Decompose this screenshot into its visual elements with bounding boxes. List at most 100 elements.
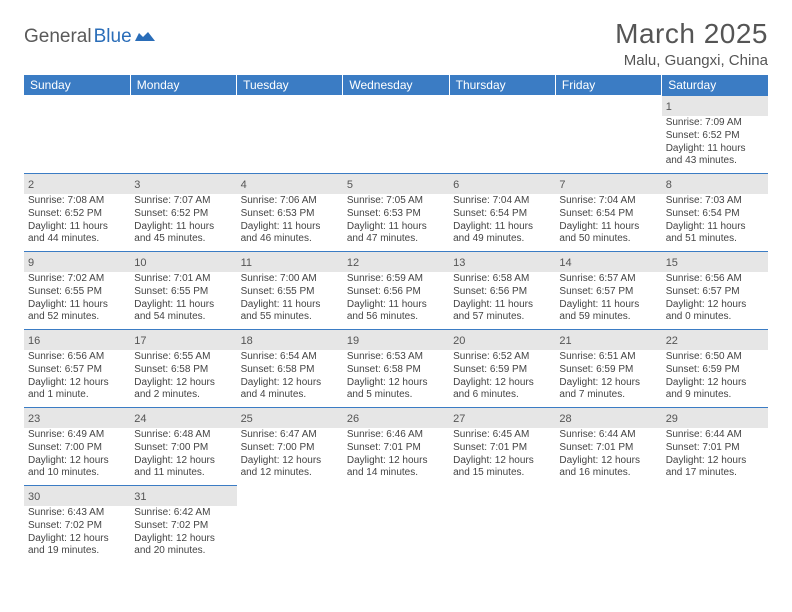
day-number: 29 bbox=[666, 413, 678, 425]
weekday-header-row: Sunday Monday Tuesday Wednesday Thursday… bbox=[24, 75, 768, 95]
day-info: Sunrise: 7:04 AMSunset: 6:54 PMDaylight:… bbox=[559, 195, 657, 246]
calendar-body: 1Sunrise: 7:09 AMSunset: 6:52 PMDaylight… bbox=[24, 95, 768, 563]
info-line: Daylight: 11 hours bbox=[666, 221, 764, 234]
day-info: Sunrise: 7:00 AMSunset: 6:55 PMDaylight:… bbox=[241, 273, 339, 324]
info-line: and 5 minutes. bbox=[347, 389, 445, 402]
weekday-header: Monday bbox=[130, 75, 236, 95]
day-number: 28 bbox=[559, 413, 571, 425]
info-line: Sunset: 6:57 PM bbox=[666, 286, 764, 299]
day-number: 7 bbox=[559, 179, 565, 191]
info-line: and 10 minutes. bbox=[28, 467, 126, 480]
info-line: Sunset: 6:53 PM bbox=[347, 208, 445, 221]
info-line: and 6 minutes. bbox=[453, 389, 551, 402]
info-line: Daylight: 12 hours bbox=[453, 455, 551, 468]
info-line: Sunset: 6:57 PM bbox=[559, 286, 657, 299]
calendar-day-cell: 6Sunrise: 7:04 AMSunset: 6:54 PMDaylight… bbox=[449, 173, 555, 251]
info-line: Daylight: 11 hours bbox=[28, 299, 126, 312]
calendar-day-cell bbox=[24, 95, 130, 173]
info-line: Sunset: 7:00 PM bbox=[134, 442, 232, 455]
info-line: Sunrise: 6:47 AM bbox=[241, 429, 339, 442]
info-line: Sunset: 6:56 PM bbox=[453, 286, 551, 299]
info-line: Sunrise: 6:51 AM bbox=[559, 351, 657, 364]
info-line: Sunrise: 6:56 AM bbox=[28, 351, 126, 364]
calendar-day-cell: 27Sunrise: 6:45 AMSunset: 7:01 PMDayligh… bbox=[449, 407, 555, 485]
calendar-day-cell: 21Sunrise: 6:51 AMSunset: 6:59 PMDayligh… bbox=[555, 329, 661, 407]
info-line: and 15 minutes. bbox=[453, 467, 551, 480]
info-line: Daylight: 11 hours bbox=[347, 299, 445, 312]
info-line: and 4 minutes. bbox=[241, 389, 339, 402]
day-info: Sunrise: 6:43 AMSunset: 7:02 PMDaylight:… bbox=[28, 507, 126, 558]
day-info: Sunrise: 7:09 AMSunset: 6:52 PMDaylight:… bbox=[666, 117, 764, 168]
info-line: Sunrise: 6:43 AM bbox=[28, 507, 126, 520]
day-number: 22 bbox=[666, 335, 678, 347]
weekday-header: Thursday bbox=[449, 75, 555, 95]
info-line: Sunset: 7:01 PM bbox=[453, 442, 551, 455]
day-info: Sunrise: 6:57 AMSunset: 6:57 PMDaylight:… bbox=[559, 273, 657, 324]
info-line: and 52 minutes. bbox=[28, 311, 126, 324]
info-line: Daylight: 12 hours bbox=[559, 455, 657, 468]
info-line: Sunrise: 7:09 AM bbox=[666, 117, 764, 130]
day-info: Sunrise: 6:49 AMSunset: 7:00 PMDaylight:… bbox=[28, 429, 126, 480]
info-line: Sunrise: 6:42 AM bbox=[134, 507, 232, 520]
calendar-day-cell: 12Sunrise: 6:59 AMSunset: 6:56 PMDayligh… bbox=[343, 251, 449, 329]
calendar-day-cell: 7 Sunrise: 7:04 AMSunset: 6:54 PMDaylight… bbox=[555, 173, 661, 251]
info-line: and 50 minutes. bbox=[559, 233, 657, 246]
info-line: and 46 minutes. bbox=[241, 233, 339, 246]
info-line: and 49 minutes. bbox=[453, 233, 551, 246]
info-line: Sunrise: 6:44 AM bbox=[559, 429, 657, 442]
info-line: and 16 minutes. bbox=[559, 467, 657, 480]
info-line: Sunrise: 6:56 AM bbox=[666, 273, 764, 286]
calendar-week-row: 1Sunrise: 7:09 AMSunset: 6:52 PMDaylight… bbox=[24, 95, 768, 173]
info-line: Sunrise: 7:04 AM bbox=[453, 195, 551, 208]
weekday-header: Saturday bbox=[662, 75, 768, 95]
info-line: Sunrise: 7:03 AM bbox=[666, 195, 764, 208]
info-line: and 9 minutes. bbox=[666, 389, 764, 402]
info-line: Daylight: 11 hours bbox=[134, 221, 232, 234]
day-number: 4 bbox=[241, 179, 247, 191]
info-line: and 45 minutes. bbox=[134, 233, 232, 246]
calendar-day-cell: 18Sunrise: 6:54 AMSunset: 6:58 PMDayligh… bbox=[237, 329, 343, 407]
calendar-day-cell: 23Sunrise: 6:49 AMSunset: 7:00 PMDayligh… bbox=[24, 407, 130, 485]
calendar-day-cell: 25 Sunrise: 6:47 AMSunset: 7:00 PMDayligh… bbox=[237, 407, 343, 485]
day-number: 25 bbox=[241, 413, 253, 425]
day-number: 10 bbox=[134, 257, 146, 269]
day-info: Sunrise: 6:48 AMSunset: 7:00 PMDaylight:… bbox=[134, 429, 232, 480]
info-line: Daylight: 12 hours bbox=[134, 377, 232, 390]
day-info: Sunrise: 6:42 AMSunset: 7:02 PMDaylight:… bbox=[134, 507, 232, 558]
day-info: Sunrise: 6:56 AMSunset: 6:57 PMDaylight:… bbox=[28, 351, 126, 402]
calendar-day-cell: 2Sunrise: 7:08 AMSunset: 6:52 PMDaylight… bbox=[24, 173, 130, 251]
info-line: Sunrise: 6:49 AM bbox=[28, 429, 126, 442]
day-info: Sunrise: 6:50 AMSunset: 6:59 PMDaylight:… bbox=[666, 351, 764, 402]
calendar-day-cell: 29Sunrise: 6:44 AMSunset: 7:01 PMDayligh… bbox=[662, 407, 768, 485]
info-line: Sunset: 6:55 PM bbox=[241, 286, 339, 299]
day-number: 17 bbox=[134, 335, 146, 347]
info-line: Daylight: 12 hours bbox=[134, 533, 232, 546]
info-line: Sunrise: 7:00 AM bbox=[241, 273, 339, 286]
info-line: Sunrise: 6:55 AM bbox=[134, 351, 232, 364]
info-line: Sunset: 7:01 PM bbox=[666, 442, 764, 455]
info-line: Daylight: 12 hours bbox=[347, 455, 445, 468]
info-line: Sunrise: 6:53 AM bbox=[347, 351, 445, 364]
info-line: and 0 minutes. bbox=[666, 311, 764, 324]
calendar-week-row: 16Sunrise: 6:56 AMSunset: 6:57 PMDayligh… bbox=[24, 329, 768, 407]
calendar-day-cell bbox=[237, 95, 343, 173]
info-line: Daylight: 11 hours bbox=[134, 299, 232, 312]
info-line: Sunset: 7:00 PM bbox=[241, 442, 339, 455]
calendar-day-cell bbox=[130, 95, 236, 173]
info-line: Daylight: 12 hours bbox=[453, 377, 551, 390]
info-line: Sunset: 6:58 PM bbox=[241, 364, 339, 377]
day-info: Sunrise: 7:03 AMSunset: 6:54 PMDaylight:… bbox=[666, 195, 764, 246]
calendar-day-cell bbox=[449, 95, 555, 173]
info-line: Sunrise: 6:50 AM bbox=[666, 351, 764, 364]
day-info: Sunrise: 6:47 AMSunset: 7:00 PMDaylight:… bbox=[241, 429, 339, 480]
calendar-page: General Blue March 2025 Malu, Guangxi, C… bbox=[0, 0, 792, 563]
info-line: Sunrise: 6:58 AM bbox=[453, 273, 551, 286]
info-line: and 17 minutes. bbox=[666, 467, 764, 480]
info-line: Sunset: 7:01 PM bbox=[347, 442, 445, 455]
calendar-day-cell bbox=[555, 95, 661, 173]
info-line: Daylight: 11 hours bbox=[241, 299, 339, 312]
info-line: Daylight: 12 hours bbox=[666, 455, 764, 468]
info-line: Sunset: 6:59 PM bbox=[453, 364, 551, 377]
calendar-day-cell: 20Sunrise: 6:52 AMSunset: 6:59 PMDayligh… bbox=[449, 329, 555, 407]
calendar-day-cell bbox=[237, 485, 343, 563]
